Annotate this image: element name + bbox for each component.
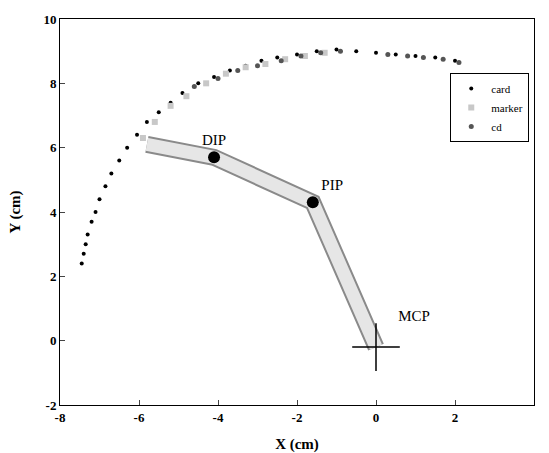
- svg-text:X (cm): X (cm): [275, 436, 319, 453]
- svg-text:2: 2: [50, 269, 57, 284]
- svg-text:-2: -2: [46, 398, 57, 413]
- svg-text:2: 2: [452, 410, 459, 425]
- svg-text:-2: -2: [292, 410, 303, 425]
- svg-text:8: 8: [50, 76, 57, 91]
- svg-text:-4: -4: [213, 410, 224, 425]
- svg-text:MCP: MCP: [398, 308, 430, 324]
- svg-text:0: 0: [373, 410, 380, 425]
- svg-text:marker: marker: [491, 102, 522, 114]
- svg-text:10: 10: [43, 12, 56, 27]
- svg-text:cd: cd: [491, 121, 502, 133]
- svg-text:6: 6: [50, 140, 57, 155]
- svg-text:4: 4: [50, 205, 57, 220]
- svg-text:PIP: PIP: [321, 177, 343, 193]
- svg-text:DIP: DIP: [202, 132, 226, 148]
- svg-text:-8: -8: [55, 410, 66, 425]
- svg-text:Y (cm): Y (cm): [7, 190, 24, 233]
- svg-text:0: 0: [50, 333, 57, 348]
- svg-text:-6: -6: [134, 410, 145, 425]
- svg-text:card: card: [491, 83, 510, 95]
